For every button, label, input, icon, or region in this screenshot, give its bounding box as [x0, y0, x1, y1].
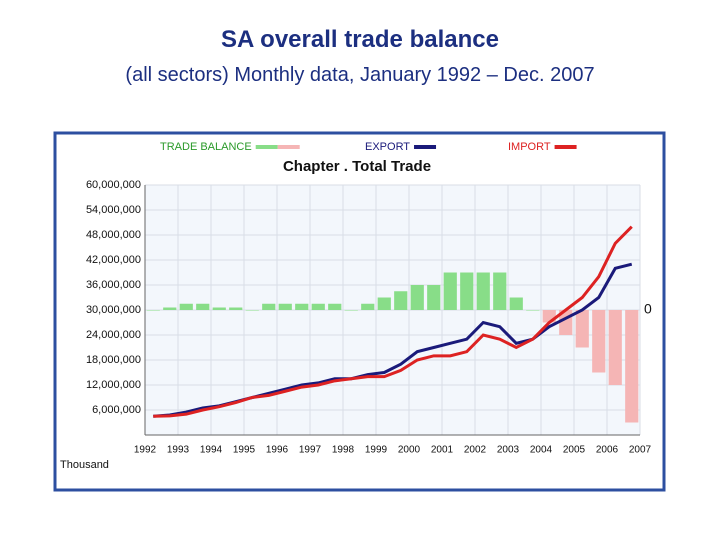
y-tick-label: 36,000,000	[86, 279, 141, 291]
balance-bar	[229, 307, 243, 310]
x-tick-label: 2006	[596, 445, 619, 456]
y-tick-label: 54,000,000	[86, 204, 141, 216]
x-tick-label: 1995	[233, 445, 256, 456]
balance-bar	[377, 297, 391, 310]
balance-bar	[410, 285, 424, 310]
y-tick-label: 24,000,000	[86, 329, 141, 341]
y-tick-label: 18,000,000	[86, 354, 141, 366]
chart-title: Chapter . Total Trade	[283, 158, 431, 175]
x-tick-label: 1993	[167, 445, 190, 456]
x-tick-label: 1994	[200, 445, 223, 456]
x-tick-label: 2007	[629, 445, 652, 456]
x-tick-label: 1999	[365, 445, 388, 456]
y-tick-label: 30,000,000	[86, 304, 141, 316]
y-tick-label: 48,000,000	[86, 229, 141, 241]
balance-bar	[443, 272, 457, 310]
balance-bar	[608, 310, 622, 385]
x-tick-label: 2000	[398, 445, 421, 456]
balance-bar	[196, 303, 210, 310]
y-tick-label: 60,000,000	[86, 179, 141, 191]
balance-bar	[311, 303, 325, 310]
balance-bar	[493, 272, 507, 310]
balance-bar	[212, 307, 226, 310]
balance-bar	[394, 291, 408, 310]
x-tick-label: 2003	[497, 445, 520, 456]
slide-subtitle: (all sectors) Monthly data, January 1992…	[125, 64, 595, 86]
balance-bar	[625, 310, 639, 423]
balance-bar	[344, 310, 358, 311]
x-tick-label: 1992	[134, 445, 157, 456]
legend-label: EXPORT	[365, 141, 410, 153]
balance-bar	[146, 310, 160, 311]
balance-bar	[526, 310, 540, 311]
x-tick-label: 2005	[563, 445, 586, 456]
balance-bar	[592, 310, 606, 373]
x-tick-label: 1996	[266, 445, 289, 456]
balance-bar	[476, 272, 490, 310]
balance-bar	[278, 303, 292, 310]
y-tick-label: 42,000,000	[86, 254, 141, 266]
balance-bar	[328, 303, 342, 310]
balance-bar	[427, 285, 441, 310]
x-tick-label: 2001	[431, 445, 454, 456]
y-tick-label: 6,000,000	[92, 404, 141, 416]
y-tick-label: 12,000,000	[86, 379, 141, 391]
balance-bar	[460, 272, 474, 310]
x-tick-label: 2004	[530, 445, 553, 456]
x-tick-label: 1997	[299, 445, 322, 456]
y-unit-label: Thousand	[60, 459, 109, 471]
balance-bar	[245, 310, 259, 311]
legend-label: IMPORT	[508, 141, 551, 153]
balance-bar	[262, 303, 276, 310]
slide-title: SA overall trade balance	[221, 26, 499, 53]
x-tick-label: 2002	[464, 445, 487, 456]
balance-bar	[295, 303, 309, 310]
legend-label: TRADE BALANCE	[160, 141, 252, 153]
balance-bar	[361, 303, 375, 310]
balance-bar	[509, 297, 523, 310]
balance-bar	[575, 310, 589, 348]
balance-bar	[179, 303, 193, 310]
x-tick-label: 1998	[332, 445, 355, 456]
y2-tick-label: 0	[644, 301, 652, 317]
balance-bar	[163, 307, 177, 310]
series-line	[153, 225, 633, 418]
